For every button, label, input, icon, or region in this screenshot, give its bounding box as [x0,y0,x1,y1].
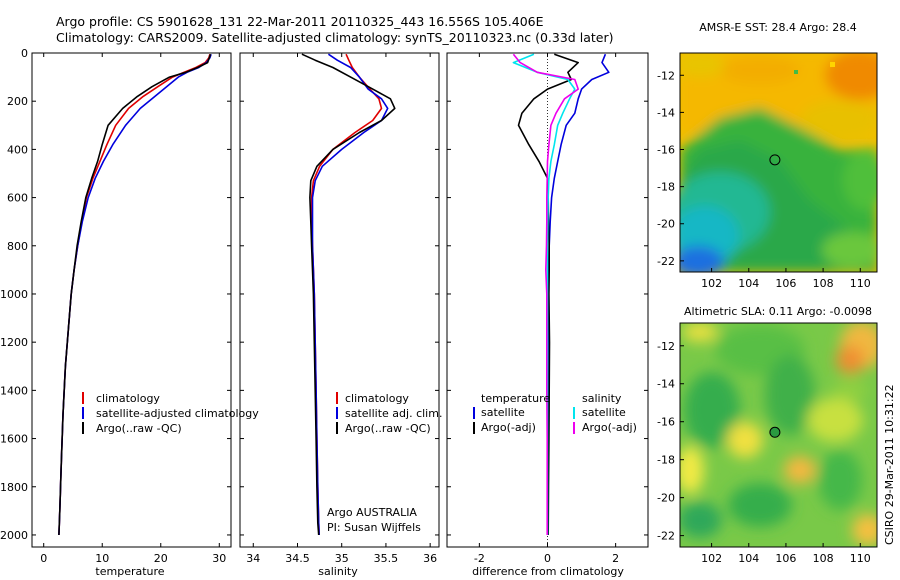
difference-series-temperature-argo-adj [517,53,580,536]
sst-map-ytick-label: -18 [657,181,675,194]
legend-label-temp-argo: Argo(-adj) [481,421,536,434]
difference-xlabel: difference from climatology [472,565,624,578]
temperature-legend: climatology satellite-adjusted climatolo… [82,392,259,435]
sst-map-title: AMSR-E SST: 28.4 Argo: 28.4 [699,21,857,34]
figure-title-line1: Argo profile: CS 5901628_131 22-Mar-2011… [56,14,544,29]
salinity-xtick-label: 35 [335,552,349,565]
sla-map-xtick-label: 110 [850,552,871,565]
legend-label-satellite-adjusted: satellite-adjusted climatology [96,407,259,420]
sst-map-ytick-label: -22 [657,255,675,268]
sst-map-xtick-label: 108 [813,277,834,290]
legend-header-salinity: salinity [582,392,622,405]
sst-map-xtick-label: 104 [738,277,759,290]
salinity-xtick-label: 35.5 [374,552,399,565]
salinity-series-satellite-adj-clim [311,53,389,536]
difference-xtick-label: -2 [474,552,485,565]
sla-map-ytick-label: -12 [657,340,675,353]
credit-label: CSIRO 29-Mar-2011 10:31:22 [883,384,896,545]
sst-map-ytick-label: -16 [657,144,675,157]
legend-label-argo: Argo(..raw -QC) [96,422,182,435]
legend-label-climatology: climatology [345,392,409,405]
legend-label-sal-satellite: satellite [582,406,626,419]
salinity-xtick-label: 34 [246,552,260,565]
depth-ytick-label: 0 [21,47,28,60]
legend-label-argo: Argo(..raw -QC) [345,422,431,435]
temperature-xtick-label: 20 [154,552,168,565]
difference-xtick-label: 2 [612,552,619,565]
depth-ytick-label: 1600 [0,433,28,446]
temperature-panel-frame [31,52,232,548]
sla-map-ytick-label: -18 [657,454,675,467]
salinity-series-group [301,53,396,536]
sla-map-ytick-label: -14 [657,378,675,391]
legend-header-temperature: temperature [481,392,550,405]
sst-map-frame [679,52,878,273]
sla-map-ytick-label: -16 [657,416,675,429]
sst-map-xtick-label: 102 [701,277,722,290]
sla-map-xtick-label: 104 [738,552,759,565]
salinity-xtick-label: 34.5 [285,552,310,565]
sst-map-xtick-label: 106 [775,277,796,290]
sla-map-argo-marker-group: 102 104 106 108 110 -12 -14 -16 -18 -20 -22 [657,340,871,565]
sst-map-argo-marker [769,154,781,166]
sst-map-ytick-label: -12 [657,69,675,82]
temperature-series-climatology [58,53,211,536]
depth-ytick-label: 1200 [0,336,28,349]
figure-title-line2: Climatology: CARS2009. Satellite-adjuste… [56,30,613,45]
sst-map [680,53,877,272]
sla-map-ytick-label: -20 [657,492,675,505]
depth-ytick-label: 600 [7,192,28,205]
depth-ytick-label: 2000 [0,529,28,542]
sst-map-ytick-label: -20 [657,218,675,231]
salinity-legend: climatology satellite adj. clim. Argo(..… [327,392,442,534]
float-program-label: Argo AUSTRALIA [327,506,417,519]
depth-ytick-label: 200 [7,95,28,108]
salinity-xlabel: salinity [318,565,358,578]
difference-series-temperature-satellite [546,53,610,535]
axis-ticks-group: 0 10 20 30020040060080010001200140016001800… [0,47,648,565]
depth-ytick-label: 1800 [0,481,28,494]
temperature-xtick-label: 30 [212,552,226,565]
legend-label-climatology: climatology [96,392,160,405]
temperature-xtick-label: 0 [40,552,47,565]
legend-label-temp-satellite: satellite [481,406,525,419]
depth-ytick-label: 400 [7,143,28,156]
depth-ytick-label: 800 [7,240,28,253]
difference-series-salinity-argo-adj [512,53,580,535]
sst-map-ytick-label: -14 [657,106,675,119]
temperature-series-satellite-adjusted-climatology [58,53,212,536]
sla-map-xtick-label: 106 [775,552,796,565]
temperature-xtick-label: 10 [95,552,109,565]
depth-ytick-label: 1400 [0,384,28,397]
sla-map-title: Altimetric SLA: 0.11 Argo: -0.0098 [684,305,872,318]
sst-map-argo-marker-group: 102 104 106 108 110 -12 -14 -16 -18 -20 -22 [657,69,871,290]
salinity-xtick-label: 36 [423,552,437,565]
difference-series-group [512,53,610,547]
sla-map-frame [679,322,878,548]
legend-label-satellite: satellite adj. clim. [345,407,442,420]
difference-legend: temperature salinity satellite Argo(-adj… [473,392,637,434]
difference-xtick-label: 0 [544,552,551,565]
float-pi-label: PI: Susan Wijffels [327,521,421,534]
sla-map-xtick-label: 108 [813,552,834,565]
legend-label-sal-argo: Argo(-adj) [582,421,637,434]
salinity-panel-frame [239,52,440,548]
depth-ytick-label: 1000 [0,288,28,301]
temperature-series-argo-raw-qc [58,53,212,536]
temperature-series-group [58,53,212,536]
sla-map-ytick-label: -22 [657,530,675,543]
sst-map-xtick-label: 110 [850,277,871,290]
temperature-xlabel: temperature [95,565,164,578]
sla-map-xtick-label: 102 [701,552,722,565]
salinity-series-argo-raw-qc [301,53,396,536]
sla-map-argo-marker [769,426,781,438]
